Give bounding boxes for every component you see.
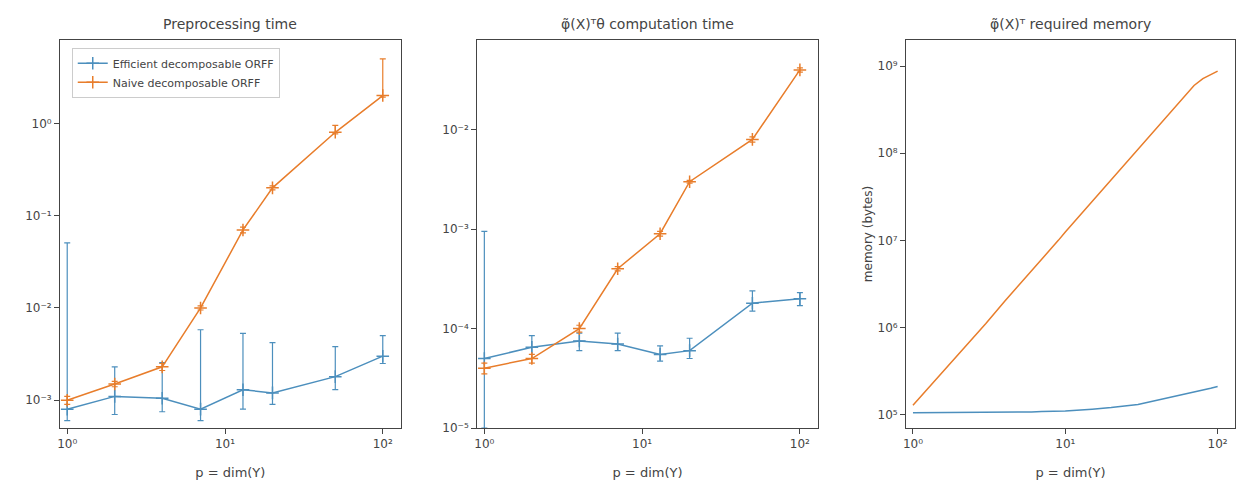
svg-text:φ̃(X)ᵀ required memory: φ̃(X)ᵀ required memory [990,16,1151,32]
svg-text:10⁻²: 10⁻² [442,123,469,137]
svg-text:10⁰: 10⁰ [903,437,923,451]
svg-text:φ̃(X)ᵀθ computation time: φ̃(X)ᵀθ computation time [561,16,734,32]
svg-text:10²: 10² [790,437,810,451]
svg-text:10⁻²: 10⁻² [25,301,52,315]
svg-text:10⁹: 10⁹ [878,59,898,73]
svg-text:memory (bytes): memory (bytes) [861,186,875,282]
svg-text:p = dim(Y): p = dim(Y) [195,465,265,480]
svg-text:Preprocessing time: Preprocessing time [163,16,297,32]
svg-text:10⁶: 10⁶ [878,321,898,335]
svg-text:Naive decomposable ORFF: Naive decomposable ORFF [113,77,261,90]
svg-text:10⁵: 10⁵ [878,408,898,422]
svg-text:10⁷: 10⁷ [878,234,898,248]
svg-text:10⁰: 10⁰ [32,117,52,131]
svg-text:10²: 10² [373,437,393,451]
svg-text:10⁸: 10⁸ [878,146,898,160]
svg-text:10¹: 10¹ [1055,437,1075,451]
svg-text:10⁰: 10⁰ [474,437,494,451]
svg-text:Efficient decomposable ORFF: Efficient decomposable ORFF [113,58,274,71]
svg-text:10¹: 10¹ [215,437,235,451]
svg-text:10⁰: 10⁰ [57,437,77,451]
svg-text:p = dim(Y): p = dim(Y) [612,465,682,480]
svg-text:10⁻³: 10⁻³ [442,222,469,236]
svg-text:10²: 10² [1208,437,1228,451]
svg-text:p = dim(Y): p = dim(Y) [1035,465,1105,480]
svg-text:10¹: 10¹ [632,437,652,451]
svg-text:10⁻⁴: 10⁻⁴ [442,322,469,336]
svg-text:10⁻⁵: 10⁻⁵ [442,421,469,435]
svg-text:10⁻³: 10⁻³ [25,393,52,407]
svg-text:10⁻¹: 10⁻¹ [25,209,52,223]
